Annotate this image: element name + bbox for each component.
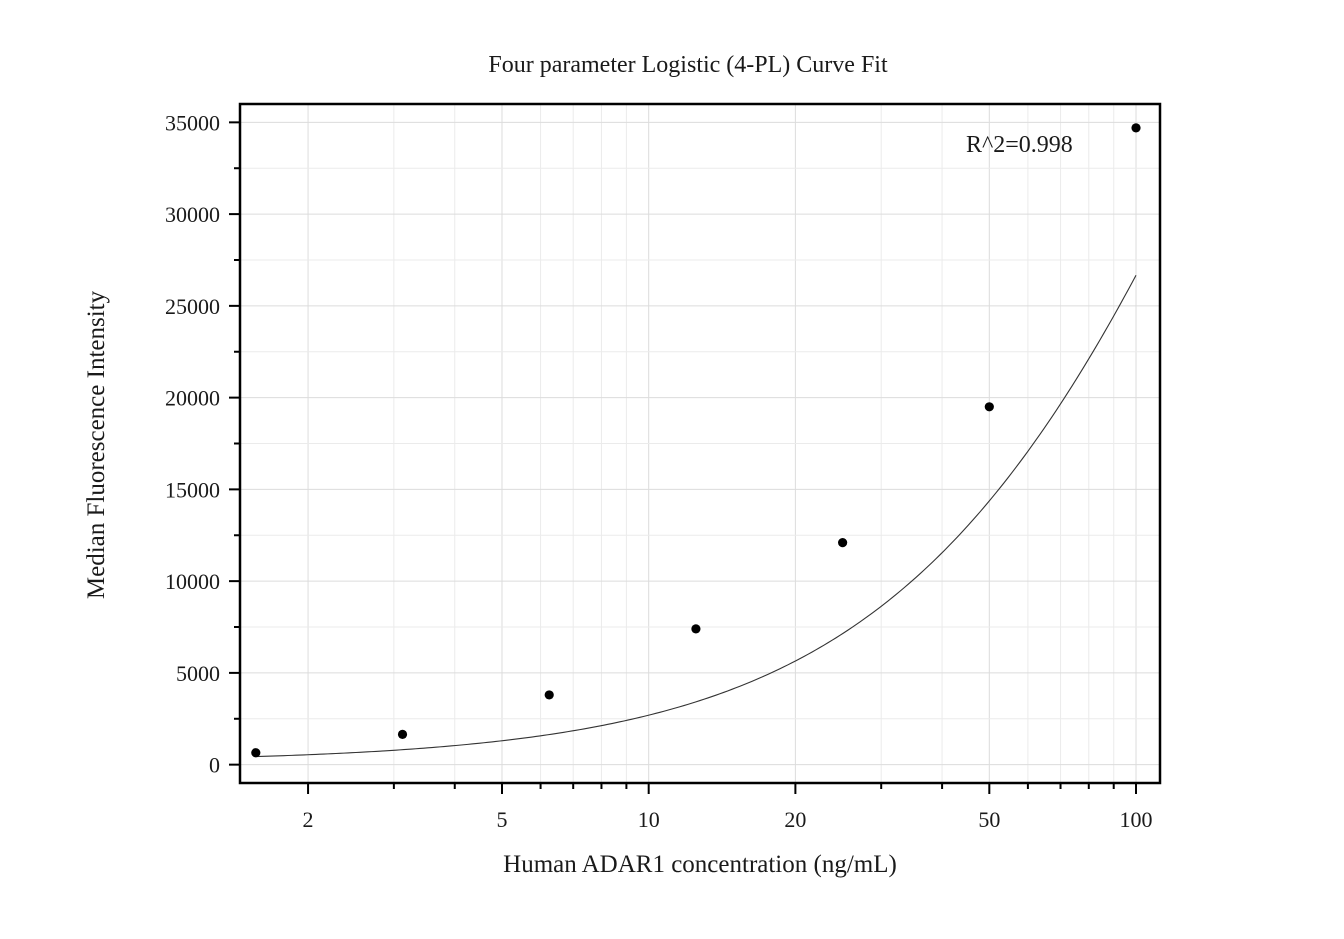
data-point: [984, 402, 994, 412]
fit-curve: [255, 275, 1137, 758]
data-point: [251, 748, 261, 758]
y-tick-label: 30000: [165, 202, 220, 227]
axis-ticks: 2 5 10 20 50 100 0 5000 10000 15000 20000 25000 3000…: [165, 110, 1153, 832]
r-squared-annotation: R^2=0.998: [966, 132, 1073, 158]
x-tick-label: 100: [1120, 807, 1153, 832]
data-points: [251, 123, 1141, 758]
grid: [240, 104, 1160, 783]
y-tick-label: 10000: [165, 569, 220, 594]
x-tick-label: 2: [303, 807, 314, 832]
y-tick-label: 35000: [165, 110, 220, 135]
data-point: [691, 624, 701, 634]
x-tick-label: 10: [638, 807, 660, 832]
data-point: [397, 729, 408, 739]
data-point: [544, 690, 554, 700]
y-tick-label: 25000: [165, 294, 220, 319]
y-tick-label: 20000: [165, 386, 220, 411]
y-tick-label: 15000: [165, 477, 220, 502]
chart-title: Four parameter Logistic (4-PL) Curve Fit: [488, 52, 888, 78]
data-point: [1131, 123, 1141, 133]
x-tick-label: 5: [496, 807, 507, 832]
y-axis-label: Median Fluorescence Intensity: [83, 290, 110, 599]
x-tick-label: 20: [784, 807, 806, 832]
x-tick-label: 50: [978, 807, 1000, 832]
data-point: [838, 537, 848, 548]
y-tick-label: 0: [209, 753, 220, 778]
x-axis-label: Human ADAR1 concentration (ng/mL): [503, 851, 897, 878]
y-tick-label: 5000: [176, 661, 220, 686]
